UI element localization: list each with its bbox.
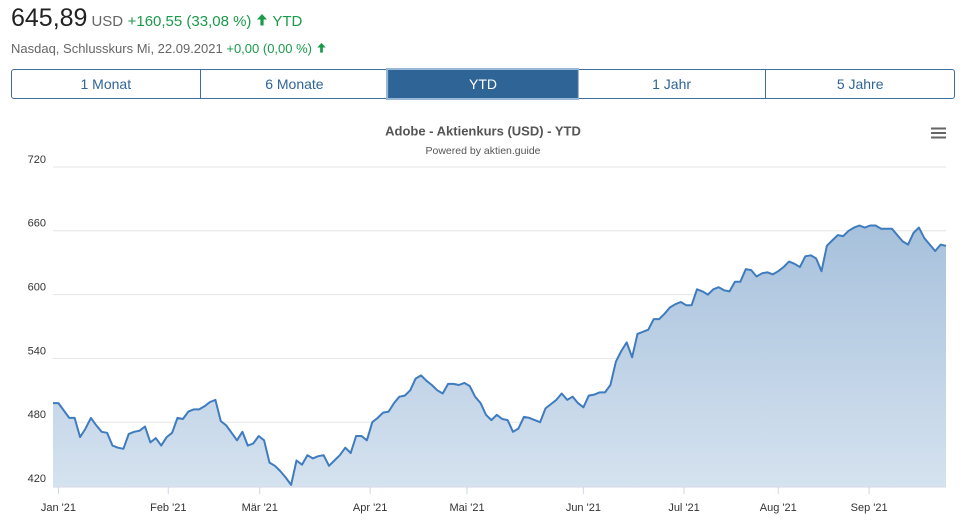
up-arrow	[256, 14, 267, 26]
period: YTD	[272, 13, 303, 30]
chart-title: Adobe - Aktienkurs (USD) - YTD	[385, 123, 581, 138]
x-tick-label: Mai '21	[449, 502, 484, 514]
x-tick-label: Jun '21	[566, 502, 601, 514]
chart-subtitle: Powered by aktien.guide	[426, 145, 541, 157]
x-tick-label: Jan '21	[41, 502, 76, 514]
x-tick-label: Mär '21	[242, 502, 278, 514]
range-tab[interactable]: 6 Monate	[199, 70, 389, 98]
quote-header: 645,89 USD +160,55 (33,08 %) YTD	[11, 4, 302, 33]
chart: Adobe - Aktienkurs (USD) - YTD Powered b…	[28, 123, 948, 514]
x-tick-label: Jul '21	[668, 502, 699, 514]
range-tab[interactable]: YTD	[388, 70, 577, 98]
day-change: +0,00 (0,00 %)	[226, 41, 312, 56]
exchange-info: Nasdaq, Schlusskurs Mi, 22.09.2021	[11, 41, 223, 56]
area-fill	[53, 225, 946, 486]
x-tick-label: Apr '21	[353, 502, 388, 514]
change: +160,55 (33,08 %)	[127, 13, 252, 30]
y-tick-label: 720	[28, 154, 46, 166]
x-tick-label: Aug '21	[760, 502, 797, 514]
y-tick-label: 540	[28, 345, 46, 357]
y-tick-label: 420	[28, 473, 46, 485]
x-tick-label: Feb '21	[150, 502, 186, 514]
up-arrow	[316, 42, 326, 53]
range-tab[interactable]: 5 Jahre	[765, 70, 954, 98]
menu-button[interactable]	[928, 124, 948, 142]
y-tick-label: 600	[28, 282, 46, 294]
exchange-line: Nasdaq, Schlusskurs Mi, 22.09.2021 +0,00…	[11, 41, 327, 56]
range-tab[interactable]: 1 Monat	[80, 76, 132, 92]
price: 645,89	[11, 4, 88, 32]
currency: USD	[91, 13, 124, 30]
y-tick-label: 660	[28, 218, 46, 230]
x-tick-label: Sep '21	[851, 502, 888, 514]
range-tab[interactable]: 1 Jahr	[576, 70, 766, 98]
y-tick-label: 480	[28, 409, 46, 421]
range-tabs: 1 Monat 6 Monate YTD 1 Jahr 5 Jahre	[11, 69, 955, 99]
price-line	[53, 224, 947, 486]
